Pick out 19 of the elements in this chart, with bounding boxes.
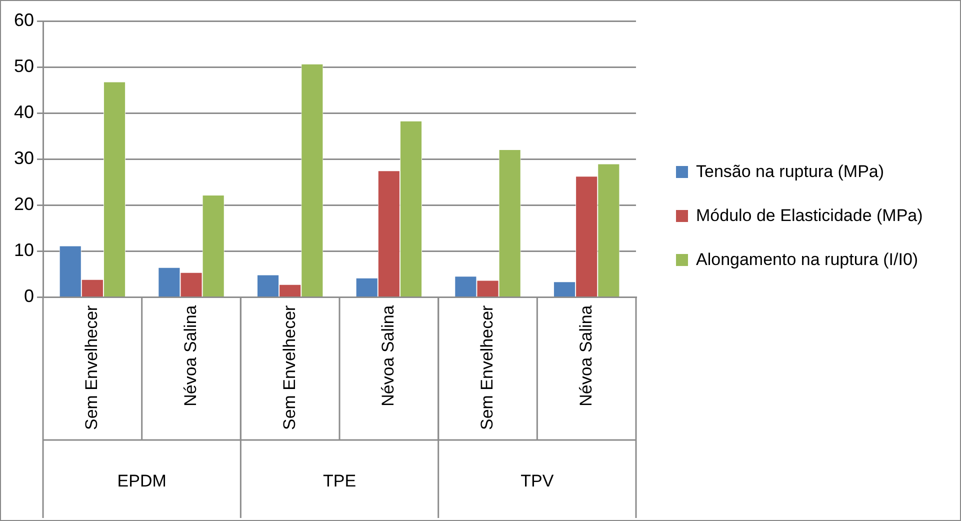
- legend-label: Alongamento na ruptura (I/I0): [696, 250, 918, 269]
- y-tick-label: 30: [14, 148, 34, 168]
- x-tick-label: Sem Envelhecer: [280, 304, 299, 430]
- y-tick-label: 50: [14, 56, 34, 76]
- y-tick-label: 0: [24, 286, 34, 306]
- text: EPDM: [117, 472, 166, 491]
- x-tick-label: Sem Envelhecer: [82, 304, 102, 430]
- legend-label: Módulo de Elasticidade (MPa): [696, 206, 923, 225]
- x-tick-label: Névoa Salina: [378, 304, 398, 406]
- text: TPE: [322, 472, 356, 491]
- y-tick-label: 20: [14, 194, 34, 214]
- text: TPV: [520, 472, 554, 491]
- legend-label: Tensão na ruptura (MPa): [696, 162, 884, 181]
- x-tick-label: Névoa Salina: [180, 304, 200, 406]
- y-tick-label: 10: [14, 240, 34, 260]
- x-tick-label: Névoa Salina: [576, 304, 596, 406]
- y-tick-label: 60: [14, 10, 34, 30]
- x-tick-label: Sem Envelhecer: [477, 304, 496, 430]
- y-tick-label: 40: [14, 102, 34, 122]
